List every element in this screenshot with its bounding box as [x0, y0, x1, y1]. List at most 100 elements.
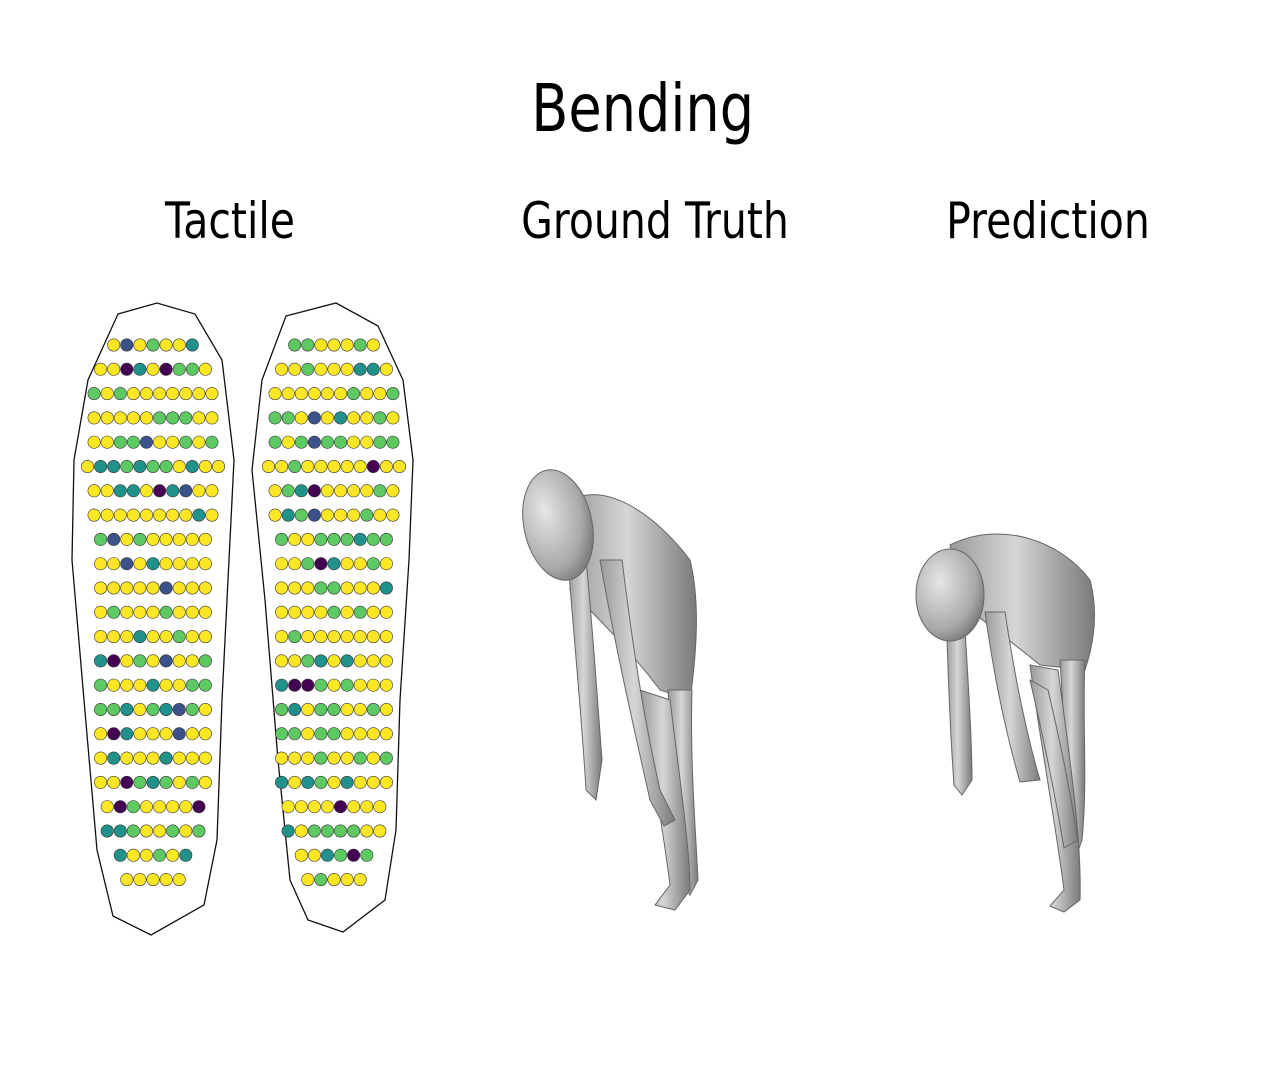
sensor-dot	[172, 751, 186, 765]
sensor-dot	[113, 435, 127, 449]
sensor-dot	[159, 581, 173, 595]
sensor-dot	[146, 775, 160, 789]
sensor-dot	[360, 411, 374, 425]
sensor-dot	[159, 727, 173, 741]
sensor-dot	[100, 824, 114, 838]
sensor-dot	[107, 678, 121, 692]
sensor-dot	[146, 532, 160, 546]
sensor-dot	[366, 775, 380, 789]
sensor-dot	[153, 848, 167, 862]
sensor-dot	[340, 775, 354, 789]
sensor-dot	[172, 727, 186, 741]
sensor-dot	[327, 557, 341, 571]
sensor-dot	[366, 362, 380, 376]
sensor-dot	[320, 435, 334, 449]
sensor-dot	[333, 800, 347, 814]
sensor-dot	[307, 387, 321, 401]
sensor-dot	[100, 484, 114, 498]
sensor-dot	[120, 727, 134, 741]
sensor-dot	[275, 605, 289, 619]
sensor-dot	[379, 654, 393, 668]
sensor-dot	[94, 630, 108, 644]
sensor-dot	[353, 775, 367, 789]
sensor-dot	[301, 605, 315, 619]
sensor-dot	[340, 338, 354, 352]
sensor-dot	[275, 702, 289, 716]
sensor-dot	[159, 459, 173, 473]
sensor-dot	[198, 775, 212, 789]
sensor-dot	[166, 824, 180, 838]
sensor-dot	[360, 800, 374, 814]
sensor-dot	[126, 387, 140, 401]
sensor-dot	[340, 532, 354, 546]
sensor-dot	[301, 338, 315, 352]
sensor-dot	[113, 387, 127, 401]
sensor-dot	[320, 411, 334, 425]
tactile-insole-left	[71, 302, 235, 936]
sensor-dot	[192, 435, 206, 449]
sensor-dot	[140, 508, 154, 522]
sensor-dot	[347, 387, 361, 401]
sensor-dot	[166, 848, 180, 862]
sensor-dot	[120, 338, 134, 352]
sensor-dot	[320, 824, 334, 838]
sensor-dot	[314, 873, 328, 887]
sensor-dot	[205, 435, 219, 449]
sensor-dot	[120, 630, 134, 644]
sensor-dot	[301, 873, 315, 887]
sensor-dot	[288, 532, 302, 546]
sensor-dot	[275, 557, 289, 571]
sensor-dot	[301, 362, 315, 376]
sensor-dot	[275, 362, 289, 376]
sensor-dot	[281, 800, 295, 814]
sensor-dot	[327, 459, 341, 473]
sensor-dot	[314, 581, 328, 595]
sensor-dot	[198, 678, 212, 692]
sensor-dot	[379, 775, 393, 789]
sensor-dot	[288, 630, 302, 644]
sensor-dot	[307, 848, 321, 862]
sensor-dot	[94, 557, 108, 571]
sensor-dot	[94, 459, 108, 473]
sensor-dot	[327, 873, 341, 887]
sensor-dot	[120, 557, 134, 571]
sensor-dot	[198, 532, 212, 546]
sensor-dot	[107, 702, 121, 716]
sensor-dot	[294, 484, 308, 498]
sensor-dot	[153, 411, 167, 425]
sensor-dot	[133, 581, 147, 595]
sensor-dot	[327, 775, 341, 789]
sensor-dot	[107, 605, 121, 619]
sensor-dot	[126, 484, 140, 498]
sensor-dot	[94, 605, 108, 619]
sensor-dot	[205, 508, 219, 522]
sensor-dot	[113, 411, 127, 425]
panel-title-ground-truth: Ground Truth	[521, 192, 789, 250]
sensor-dot	[301, 581, 315, 595]
sensor-dot	[288, 605, 302, 619]
sensor-dot	[294, 824, 308, 838]
sensor-dot	[120, 532, 134, 546]
sensor-dot	[314, 727, 328, 741]
sensor-dot	[133, 727, 147, 741]
sensor-dot	[340, 751, 354, 765]
sensor-dot	[386, 508, 400, 522]
sensor-dot	[107, 630, 121, 644]
sensor-dot	[159, 654, 173, 668]
sensor-dot	[320, 387, 334, 401]
sensor-dot	[192, 508, 206, 522]
sensor-dot	[366, 702, 380, 716]
sensor-dot	[159, 751, 173, 765]
sensor-dot	[314, 532, 328, 546]
sensor-dot	[198, 605, 212, 619]
sensor-dot	[314, 678, 328, 692]
pred-arm-right	[984, 611, 1041, 783]
sensor-dot	[153, 824, 167, 838]
sensor-dot	[379, 702, 393, 716]
sensor-dot	[392, 459, 406, 473]
sensor-dot	[133, 775, 147, 789]
sensor-dot	[327, 630, 341, 644]
sensor-dot	[288, 775, 302, 789]
sensor-dot	[327, 751, 341, 765]
sensor-dot	[320, 848, 334, 862]
